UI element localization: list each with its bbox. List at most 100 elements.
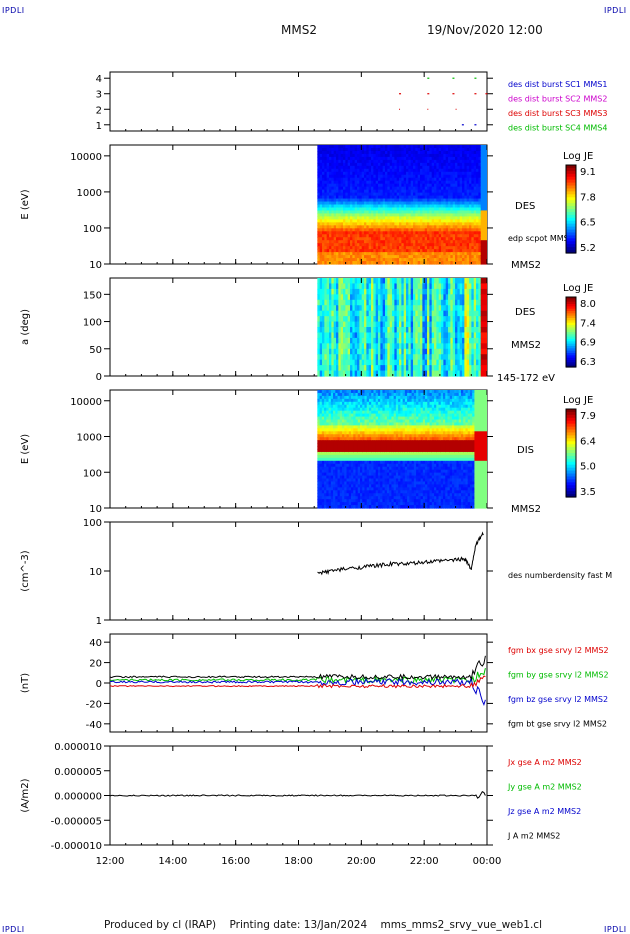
des-pitch-cell xyxy=(403,370,407,377)
des-energy-cell xyxy=(406,204,409,209)
des-energy-cell xyxy=(357,192,360,197)
des-energy-cell xyxy=(417,204,421,209)
des-energy-cell xyxy=(408,207,412,212)
des-energy-cell xyxy=(478,174,482,179)
des-pitch-cell xyxy=(478,299,482,306)
des-pitch-cell xyxy=(413,299,416,306)
des-energy-cell xyxy=(415,246,419,250)
des-energy-cell xyxy=(329,195,332,200)
des-energy-cell xyxy=(471,201,475,206)
dis-energy-cell xyxy=(346,446,350,450)
des-pitch-cell xyxy=(415,305,419,312)
des-energy-cell xyxy=(385,243,388,247)
des-pitch-cell xyxy=(366,278,370,285)
dis-energy-cell xyxy=(342,490,345,494)
des-pitch-cell xyxy=(319,327,323,334)
des-energy-cell xyxy=(387,255,391,259)
des-pitch-cell xyxy=(354,310,358,317)
des-energy-cell xyxy=(438,255,442,259)
des-energy-cell xyxy=(394,210,398,215)
des-energy-cell xyxy=(436,162,440,167)
des-pitch-cell xyxy=(420,283,423,290)
des-energy-cell xyxy=(364,240,367,244)
des-energy-cell xyxy=(329,234,332,238)
des-energy-cell xyxy=(438,168,442,173)
des-pitch-cell xyxy=(443,348,447,355)
des-energy-cell xyxy=(469,168,472,173)
des-energy-cell xyxy=(413,204,416,209)
des-energy-cell xyxy=(401,204,405,209)
des-energy-cell xyxy=(403,246,407,250)
des-energy-cell xyxy=(478,216,482,220)
des-energy-cell xyxy=(361,183,365,188)
des-energy-cell xyxy=(336,258,339,262)
des-pitch-cell xyxy=(445,343,449,350)
des-energy-cell xyxy=(403,147,407,152)
dis-energy-cell xyxy=(317,499,321,503)
des-pitch-colorbar-frame xyxy=(565,296,577,368)
des-pitch-cell xyxy=(352,316,356,323)
des-pitch-cell xyxy=(476,365,479,372)
des-energy-cell xyxy=(319,222,323,226)
des-energy-cell xyxy=(450,189,454,194)
des-energy-cell xyxy=(448,150,451,155)
des-energy-cell xyxy=(415,159,419,164)
dis-energy-cell xyxy=(324,499,327,503)
dis-energy-cell xyxy=(326,502,330,506)
des-pitch-cell xyxy=(401,294,405,301)
dis-energy-cell xyxy=(317,469,321,474)
des-energy-cell xyxy=(368,174,372,179)
des-energy-cell xyxy=(417,249,421,253)
des-energy-cell xyxy=(443,207,447,212)
des-energy-cell xyxy=(466,222,470,226)
des-energy-cell xyxy=(368,237,372,241)
des-energy-cell xyxy=(387,225,391,229)
dis-energy-cell xyxy=(324,457,327,462)
dis-energy-cell xyxy=(346,419,350,424)
dis-energy-cell xyxy=(339,395,343,400)
des-energy-cell xyxy=(378,198,381,203)
des-energy-cell xyxy=(434,171,437,176)
des-pitch-cell xyxy=(336,354,339,361)
des-energy-cell xyxy=(401,228,405,232)
des-energy-cell xyxy=(466,204,470,209)
dis-energy-cell xyxy=(342,395,345,400)
des-pitch-cell xyxy=(352,278,356,285)
des-energy-cell xyxy=(345,165,349,170)
des-energy-cell xyxy=(329,150,332,155)
des-energy-cell xyxy=(350,186,353,191)
des-energy-cell xyxy=(471,183,475,188)
des-energy-cell xyxy=(469,165,472,170)
des-energy-cell xyxy=(420,207,423,212)
des-pitch-cell xyxy=(431,327,435,334)
des-energy-cell xyxy=(471,159,475,164)
des-energy-cell xyxy=(399,189,402,194)
des-energy-cell xyxy=(336,177,339,182)
des-energy-cell xyxy=(368,225,372,229)
des-energy-cell xyxy=(396,150,400,155)
des-energy-cell xyxy=(420,186,423,191)
des-pitch-cell xyxy=(445,348,449,355)
des-pitch-cell xyxy=(420,365,423,372)
des-energy-cell xyxy=(361,192,365,197)
dis-energy-cell xyxy=(337,440,341,444)
des-pitch-cell xyxy=(399,359,402,366)
dis-energy-cell xyxy=(317,419,321,424)
dis-energy-cell xyxy=(319,484,323,488)
des-energy-cell xyxy=(480,249,487,253)
des-pitch-cell xyxy=(469,305,472,312)
des-energy-cell xyxy=(476,153,479,158)
dis-energy-cell xyxy=(319,490,323,494)
des-energy-cell xyxy=(317,243,321,247)
des-pitch-cell xyxy=(478,348,482,355)
des-energy-cell xyxy=(359,186,363,191)
dis-energy-cell xyxy=(328,446,332,450)
des-energy-cell xyxy=(319,258,323,262)
des-pitch-cell xyxy=(326,327,330,334)
des-energy-cell xyxy=(373,252,377,256)
des-energy-cell xyxy=(385,171,388,176)
des-energy-cell xyxy=(373,192,377,197)
des-energy-cell xyxy=(417,168,421,173)
des-pitch-cell xyxy=(319,305,323,312)
des-energy-cell xyxy=(366,210,370,215)
